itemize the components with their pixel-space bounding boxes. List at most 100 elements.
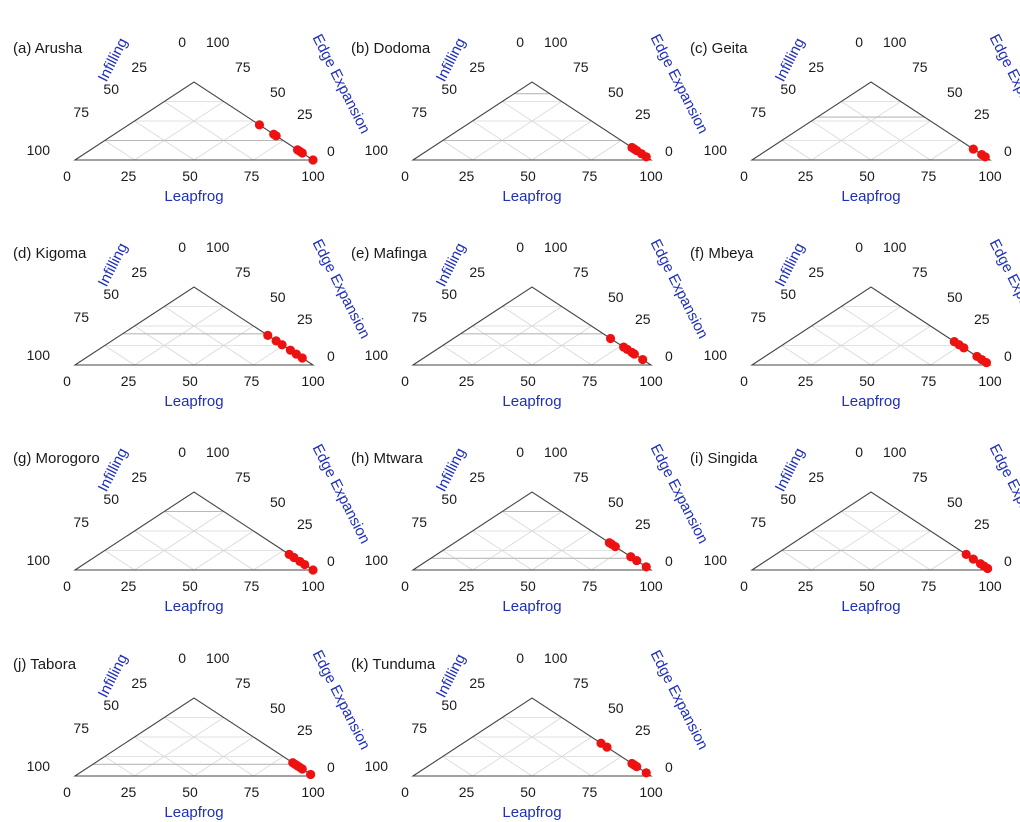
left-tick: 75	[750, 514, 766, 530]
axis-title-leapfrog: Leapfrog	[502, 598, 561, 615]
bottom-tick: 0	[401, 578, 409, 594]
data-point	[983, 563, 993, 574]
grid-line	[442, 756, 473, 777]
right-tick: 0	[327, 143, 335, 159]
bottom-tick: 100	[301, 168, 325, 184]
bottom-tick: 50	[520, 373, 536, 389]
right-tick: 25	[635, 722, 651, 738]
right-tick: 100	[883, 34, 907, 50]
bottom-tick: 75	[921, 168, 937, 184]
grid-line	[442, 140, 473, 161]
data-point	[641, 562, 651, 572]
panel-title: (j) Tabora	[13, 656, 77, 673]
grid-line	[502, 511, 592, 571]
axis-title-leapfrog: Leapfrog	[841, 393, 900, 410]
bottom-tick: 25	[121, 784, 137, 800]
bottom-tick: 100	[301, 373, 325, 389]
data-point	[254, 120, 265, 130]
panel-title: (i) Singida	[690, 450, 758, 467]
grid-line	[870, 325, 931, 366]
bottom-tick: 50	[859, 373, 875, 389]
left-tick: 100	[704, 552, 728, 568]
bottom-tick: 75	[244, 784, 260, 800]
bottom-tick: 50	[520, 578, 536, 594]
bottom-tick: 75	[582, 168, 598, 184]
triangle-outline	[411, 697, 653, 777]
axis-title-leapfrog: Leapfrog	[841, 188, 900, 205]
grid-line	[502, 717, 592, 777]
panel-title: (d) Kigoma	[13, 245, 87, 262]
axis-title-edge-expansion: Edge Expansion	[986, 31, 1020, 136]
grid-line	[253, 550, 284, 571]
left-tick: 25	[469, 59, 485, 75]
right-tick: 0	[665, 759, 673, 775]
left-tick: 25	[808, 264, 824, 280]
bottom-tick: 50	[859, 168, 875, 184]
bottom-tick: 0	[63, 373, 71, 389]
left-tick: 50	[441, 697, 457, 713]
right-tick: 25	[297, 106, 313, 122]
triangle-outline	[411, 81, 653, 161]
data-point	[968, 554, 978, 564]
grid-line	[104, 550, 135, 571]
triangle-outline	[73, 697, 315, 777]
axis-title-leapfrog: Leapfrog	[502, 393, 561, 410]
data-point	[980, 152, 990, 162]
axis-title-infilling: Infilling	[433, 35, 469, 84]
right-tick: 25	[297, 311, 313, 327]
right-tick: 25	[974, 106, 990, 122]
left-tick: 100	[27, 142, 51, 158]
left-tick: 0	[855, 34, 863, 50]
bottom-tick: 0	[401, 168, 409, 184]
right-tick: 100	[206, 444, 230, 460]
bottom-tick: 50	[182, 578, 198, 594]
grid-line	[870, 120, 931, 161]
axis-title-infilling: Infilling	[433, 445, 469, 494]
right-tick: 50	[270, 84, 286, 100]
left-tick: 75	[411, 720, 427, 736]
grid-line	[134, 736, 195, 777]
bottom-tick: 50	[182, 168, 198, 184]
triangle-outline	[411, 286, 653, 366]
left-tick: 100	[365, 347, 389, 363]
left-tick: 0	[178, 650, 186, 666]
axis-title-infilling: Infilling	[95, 445, 131, 494]
left-tick: 0	[516, 239, 524, 255]
left-tick: 100	[704, 142, 728, 158]
left-tick: 50	[441, 286, 457, 302]
bottom-tick: 100	[978, 578, 1002, 594]
grid-line	[591, 345, 622, 366]
bottom-tick: 50	[182, 784, 198, 800]
bottom-tick: 100	[639, 784, 663, 800]
bottom-tick: 100	[639, 373, 663, 389]
bottom-tick: 25	[121, 578, 137, 594]
panel-title: (k) Tunduma	[351, 656, 436, 673]
bottom-tick: 0	[401, 784, 409, 800]
bottom-tick: 75	[244, 578, 260, 594]
grid-line	[531, 530, 592, 571]
data-point	[959, 343, 969, 353]
axis-title-infilling: Infilling	[95, 35, 131, 84]
right-tick: 100	[544, 239, 568, 255]
grid-line	[841, 306, 931, 366]
right-tick: 100	[883, 444, 907, 460]
right-tick: 25	[974, 311, 990, 327]
grid-line	[930, 140, 961, 161]
grid-line	[193, 736, 254, 777]
left-tick: 0	[178, 239, 186, 255]
left-tick: 0	[178, 34, 186, 50]
bottom-tick: 50	[182, 373, 198, 389]
grid-line	[472, 530, 533, 571]
right-tick: 50	[947, 84, 963, 100]
grid-line	[472, 717, 562, 777]
bottom-tick: 75	[244, 373, 260, 389]
data-point	[300, 559, 310, 570]
right-tick: 50	[947, 289, 963, 305]
left-tick: 100	[27, 552, 51, 568]
axis-title-leapfrog: Leapfrog	[502, 804, 561, 821]
bottom-tick: 25	[121, 168, 137, 184]
right-tick: 50	[608, 84, 624, 100]
right-tick: 25	[297, 516, 313, 532]
